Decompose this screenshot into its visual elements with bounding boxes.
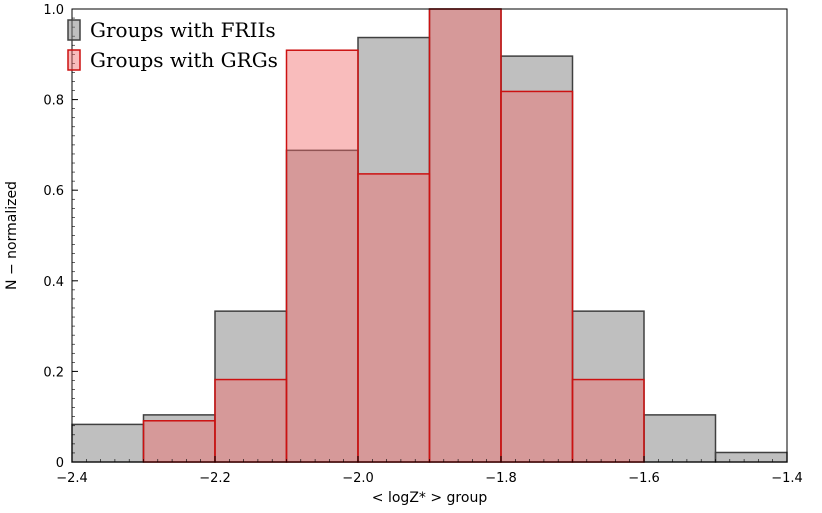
bar-series1-bin4 [285, 149, 359, 463]
bar-series1-bin3 [214, 310, 288, 463]
y-tick-label: 0.4 [43, 275, 64, 290]
y-axis: 0 0.2 0.4 0.6 0.8 1.0 [43, 3, 78, 471]
bar-series1-bin9 [643, 414, 717, 463]
bar-series1-bin5 [357, 36, 431, 463]
x-tick-label: −2.4 [56, 471, 88, 486]
y-tick-label: 0.6 [43, 184, 64, 199]
y-tick-label: 0.2 [43, 365, 64, 380]
x-tick-label: −1.4 [771, 471, 803, 486]
bar-series1-bin6 [428, 8, 502, 463]
bar-series2-bin5 [428, 8, 502, 463]
bar-series2-bin4 [357, 173, 431, 463]
y-tick-label: 0.8 [43, 94, 64, 109]
bar-series1-bin10 [714, 451, 788, 463]
bars-layer [71, 8, 788, 463]
x-axis-label: < logZ* > group [372, 490, 488, 506]
x-tick-label: −2.2 [199, 471, 231, 486]
bar-series2-bin6 [500, 90, 574, 463]
bar-series1-bin1 [71, 423, 145, 463]
bar-series1-bin7 [500, 55, 574, 463]
bar-series2-bin3 [285, 49, 359, 463]
y-axis-label: N − normalized [4, 181, 20, 290]
legend: Groups with FRIIs Groups with GRGs [67, 18, 278, 72]
x-axis: −2.4 −2.2 −2.0 −1.8 −1.6 −1.4 [56, 456, 803, 486]
bar-series2-bin2 [214, 378, 288, 463]
legend-label: Groups with FRIIs [90, 18, 276, 42]
x-tick-label: −1.8 [485, 471, 517, 486]
x-tick-label: −1.6 [628, 471, 660, 486]
y-tick-label: 0 [56, 456, 64, 471]
bar-series2-bin7 [571, 378, 645, 463]
bar-series2-bin1 [142, 420, 216, 463]
legend-swatch [67, 19, 81, 41]
legend-swatch [67, 49, 81, 71]
y-tick-label: 1.0 [43, 3, 64, 18]
legend-label: Groups with GRGs [90, 48, 278, 72]
x-tick-label: −2.0 [342, 471, 374, 486]
